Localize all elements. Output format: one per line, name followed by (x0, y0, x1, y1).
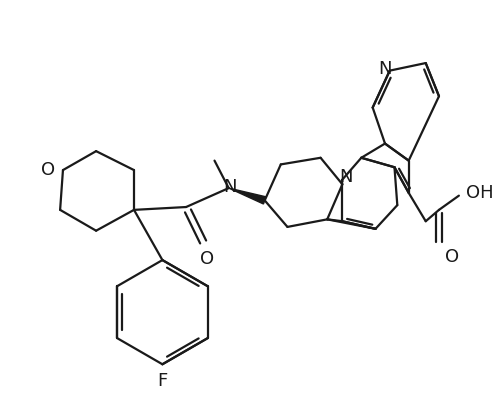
Text: N: N (378, 60, 392, 78)
Text: N: N (339, 168, 353, 186)
Text: O: O (41, 161, 55, 179)
Text: O: O (445, 248, 459, 266)
Polygon shape (229, 188, 266, 204)
Text: O: O (200, 250, 214, 268)
Text: N: N (223, 178, 237, 196)
Text: OH: OH (465, 184, 493, 202)
Text: F: F (157, 372, 167, 391)
